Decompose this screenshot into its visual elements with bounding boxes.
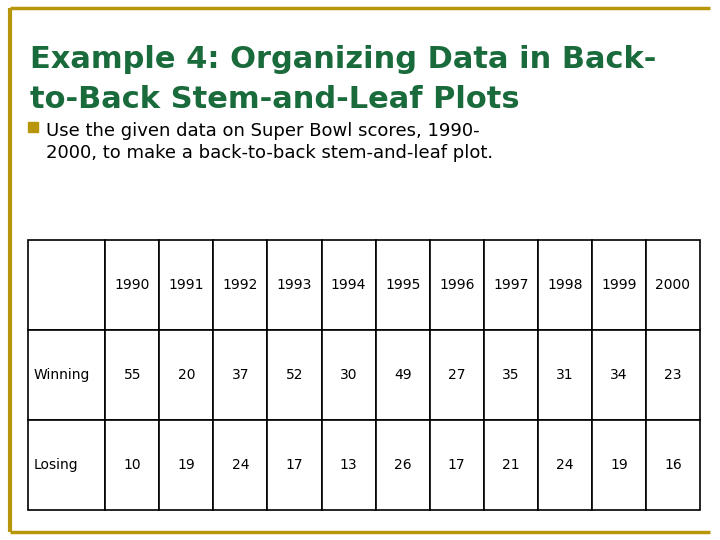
Text: 34: 34 xyxy=(610,368,628,382)
Text: 2000: 2000 xyxy=(655,278,690,292)
Text: 26: 26 xyxy=(394,458,411,472)
Text: to-Back Stem-and-Leaf Plots: to-Back Stem-and-Leaf Plots xyxy=(30,85,520,114)
Bar xyxy=(538,330,592,420)
Bar xyxy=(646,330,700,420)
Bar xyxy=(430,240,484,330)
Text: 1999: 1999 xyxy=(601,278,636,292)
Bar xyxy=(376,240,430,330)
Bar xyxy=(592,240,646,330)
Bar xyxy=(538,240,592,330)
Bar xyxy=(213,420,267,510)
Text: 10: 10 xyxy=(124,458,141,472)
Bar xyxy=(159,330,213,420)
Text: 20: 20 xyxy=(178,368,195,382)
Text: 13: 13 xyxy=(340,458,357,472)
Text: 16: 16 xyxy=(664,458,682,472)
Bar xyxy=(28,330,105,420)
Bar xyxy=(538,420,592,510)
Bar xyxy=(213,330,267,420)
Bar xyxy=(28,122,38,132)
Text: 1994: 1994 xyxy=(331,278,366,292)
Text: 1995: 1995 xyxy=(385,278,420,292)
Bar xyxy=(267,330,322,420)
Text: 19: 19 xyxy=(178,458,195,472)
Bar xyxy=(159,420,213,510)
Text: 21: 21 xyxy=(502,458,520,472)
Bar xyxy=(592,420,646,510)
Text: 35: 35 xyxy=(502,368,520,382)
Text: Winning: Winning xyxy=(34,368,91,382)
Bar xyxy=(28,240,105,330)
Bar xyxy=(105,420,159,510)
Text: 2000, to make a back-to-back stem-and-leaf plot.: 2000, to make a back-to-back stem-and-le… xyxy=(46,144,493,162)
Bar xyxy=(105,330,159,420)
Bar xyxy=(484,240,538,330)
Text: 52: 52 xyxy=(286,368,303,382)
Bar xyxy=(484,420,538,510)
Text: 1998: 1998 xyxy=(547,278,582,292)
Bar xyxy=(105,240,159,330)
Bar xyxy=(646,420,700,510)
Text: 23: 23 xyxy=(665,368,682,382)
Bar xyxy=(430,420,484,510)
Text: 1992: 1992 xyxy=(222,278,258,292)
Text: Use the given data on Super Bowl scores, 1990-: Use the given data on Super Bowl scores,… xyxy=(46,122,480,140)
Text: Example 4: Organizing Data in Back-: Example 4: Organizing Data in Back- xyxy=(30,45,657,74)
Bar xyxy=(592,330,646,420)
Text: 24: 24 xyxy=(556,458,574,472)
Text: 27: 27 xyxy=(448,368,465,382)
Text: 19: 19 xyxy=(610,458,628,472)
Bar xyxy=(159,240,213,330)
Bar xyxy=(646,240,700,330)
Text: 24: 24 xyxy=(232,458,249,472)
Bar xyxy=(430,330,484,420)
Bar xyxy=(213,240,267,330)
Text: 17: 17 xyxy=(286,458,303,472)
Text: 49: 49 xyxy=(394,368,411,382)
Bar xyxy=(322,240,376,330)
Text: Losing: Losing xyxy=(34,458,78,472)
Bar xyxy=(28,420,105,510)
Bar xyxy=(322,330,376,420)
Text: 17: 17 xyxy=(448,458,466,472)
Bar xyxy=(484,330,538,420)
Bar xyxy=(267,420,322,510)
Text: 31: 31 xyxy=(556,368,574,382)
Text: 30: 30 xyxy=(340,368,357,382)
Text: 1996: 1996 xyxy=(439,278,474,292)
Text: 1990: 1990 xyxy=(114,278,150,292)
Bar xyxy=(376,330,430,420)
Text: 37: 37 xyxy=(232,368,249,382)
Bar xyxy=(267,240,322,330)
Bar xyxy=(376,420,430,510)
Text: 1997: 1997 xyxy=(493,278,528,292)
Text: 1991: 1991 xyxy=(168,278,204,292)
Text: 55: 55 xyxy=(124,368,141,382)
Bar xyxy=(322,420,376,510)
Text: 1993: 1993 xyxy=(276,278,312,292)
